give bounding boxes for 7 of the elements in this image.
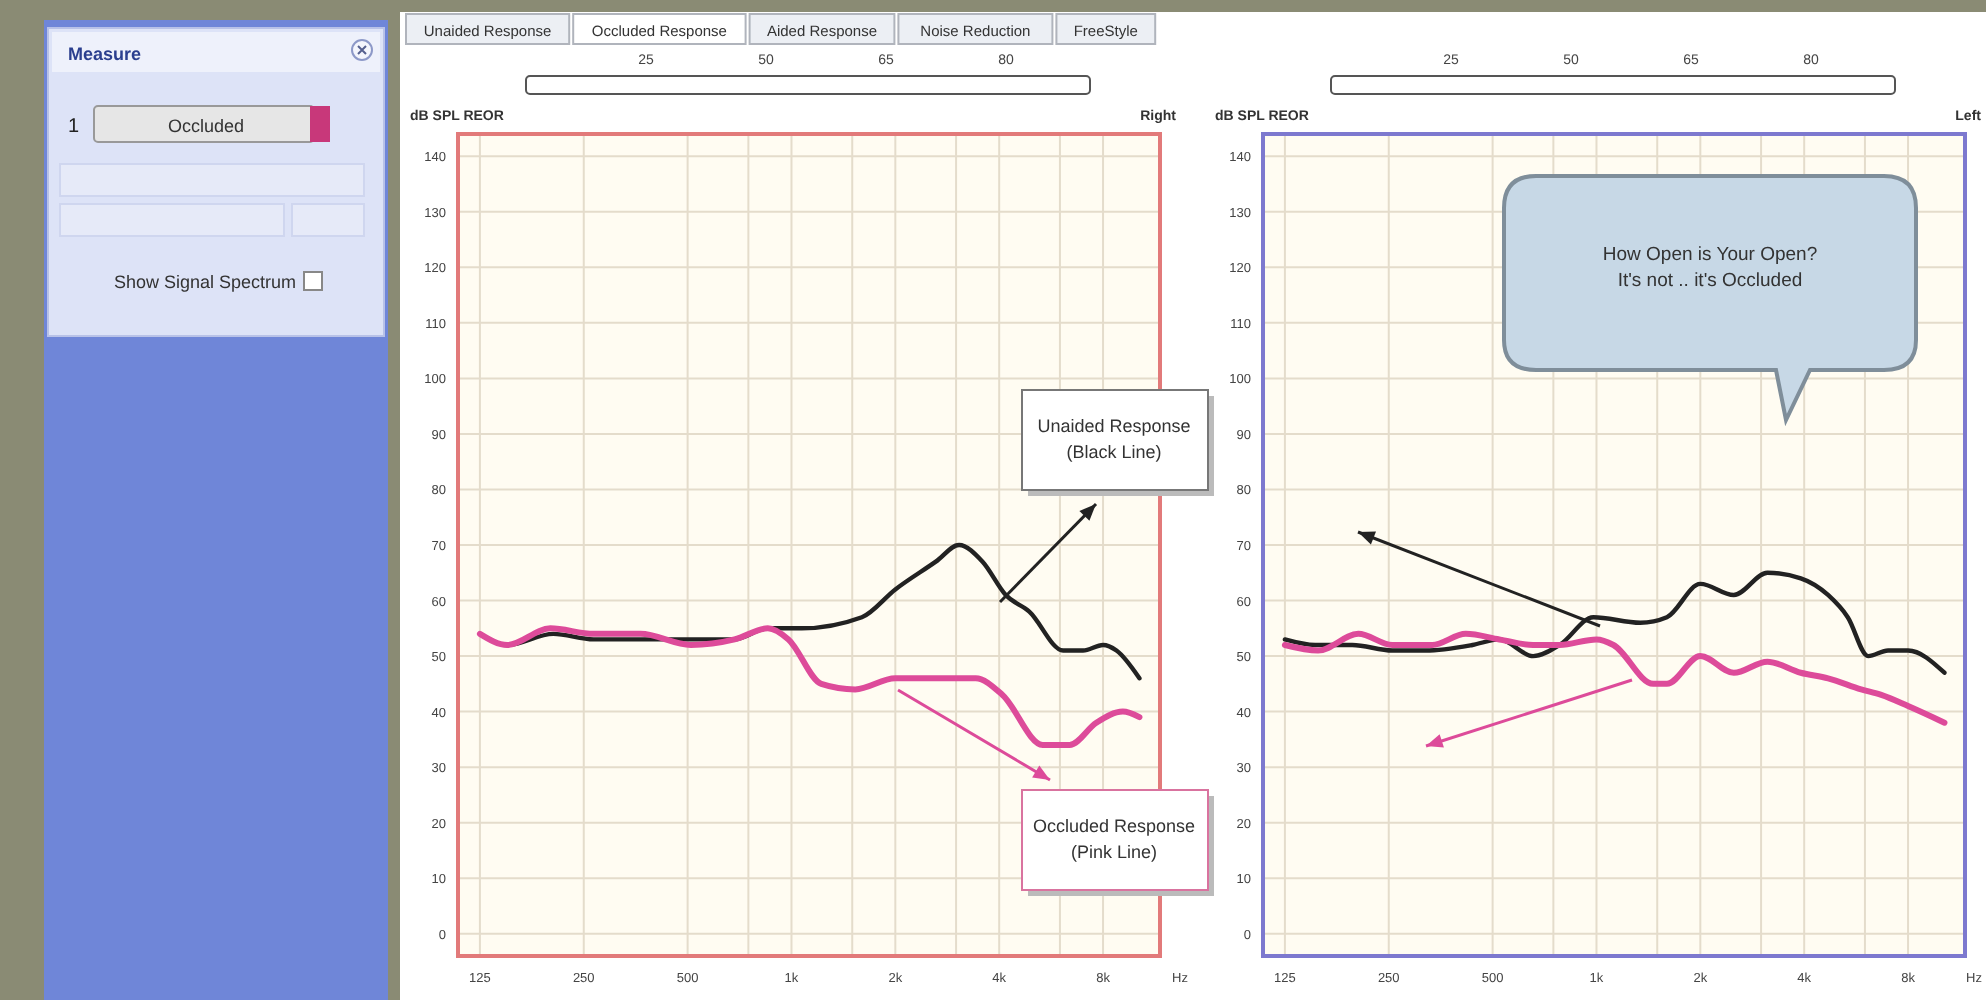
text: 1	[68, 116, 80, 138]
text: Occluded	[167, 116, 245, 136]
text: Measure	[68, 44, 142, 64]
annotation: How Open is Your Open? It's not .. it's Occluded	[1602, 244, 1818, 292]
annotation: Occluded Response (Pink Line)	[1032, 816, 1196, 862]
annotation: Unaided Response (Black Line)	[1037, 416, 1191, 462]
text: Show Signal Spectrum	[113, 272, 296, 292]
